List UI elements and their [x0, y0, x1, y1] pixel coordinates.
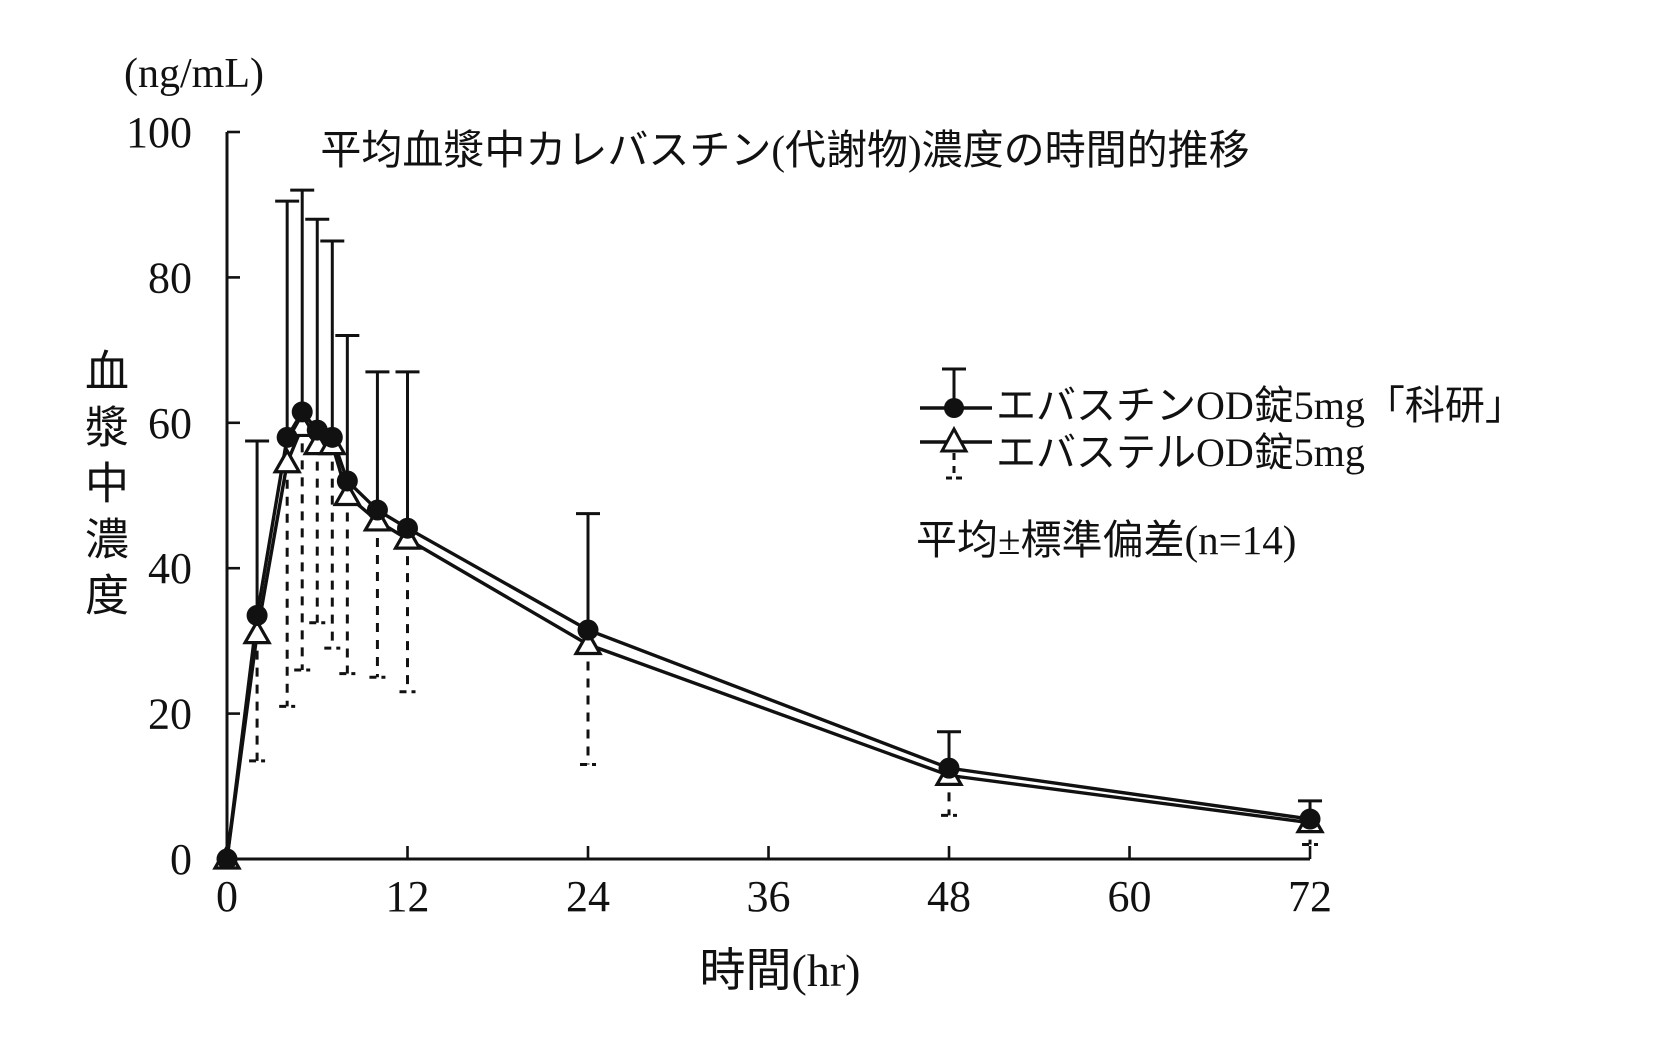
- stats-note: 平均±標準偏差(n=14): [916, 517, 1297, 563]
- y-axis-title: 血漿中濃度: [78, 348, 127, 628]
- marker-open-triangle: [332, 480, 363, 507]
- axis-lines: [225, 132, 1311, 861]
- y-tick-label: 0: [170, 835, 192, 884]
- marker-filled-circle: [276, 426, 298, 448]
- y-axis-unit-label: (ng/mL): [124, 51, 264, 97]
- x-tick-label: 36: [747, 872, 791, 921]
- x-tick-label: 72: [1288, 872, 1332, 921]
- marker-open-triangle: [573, 629, 603, 656]
- marker-filled-circle: [938, 757, 960, 779]
- x-tick-label: 12: [386, 872, 430, 921]
- marker-filled-circle: [577, 619, 599, 641]
- marker-open-triangle: [272, 447, 302, 474]
- y-tick-label: 100: [126, 108, 192, 157]
- marker-filled-circle: [216, 848, 238, 870]
- series-line-ebastel: [225, 423, 1311, 860]
- x-tick-label: 60: [1108, 872, 1152, 921]
- y-tick-label: 40: [148, 544, 192, 593]
- chart-title: 平均血漿中カレバスチン(代謝物)濃度の時間的推移: [320, 127, 1250, 173]
- y-tick-label: 60: [148, 399, 192, 448]
- x-axis-title: 時間(hr): [699, 945, 861, 996]
- y-tick-label: 80: [148, 253, 192, 302]
- legend-marker-circle-errorbar-icon: [920, 367, 992, 418]
- marker-filled-circle: [397, 517, 419, 539]
- marker-filled-circle: [366, 499, 388, 521]
- marker-open-triangle: [242, 618, 272, 645]
- marker-filled-circle: [336, 470, 358, 492]
- x-tick-label: 48: [927, 872, 971, 921]
- marker-filled-circle: [1299, 808, 1321, 830]
- legend-label-ebastel: エバステルOD錠5mg: [996, 430, 1365, 475]
- x-tick-label: 0: [216, 872, 238, 921]
- legend-marker-triangle-errorbar-icon: [920, 425, 992, 480]
- x-tick-label: 24: [566, 872, 610, 921]
- series-line-ebastine: [225, 408, 1311, 860]
- marker-filled-circle: [321, 426, 343, 448]
- y-tick-label: 20: [148, 690, 192, 739]
- marker-filled-circle: [246, 604, 268, 626]
- legend-label-ebastine: エバスチンOD錠5mg「科研」: [996, 383, 1525, 428]
- marker-filled-circle: [291, 401, 313, 423]
